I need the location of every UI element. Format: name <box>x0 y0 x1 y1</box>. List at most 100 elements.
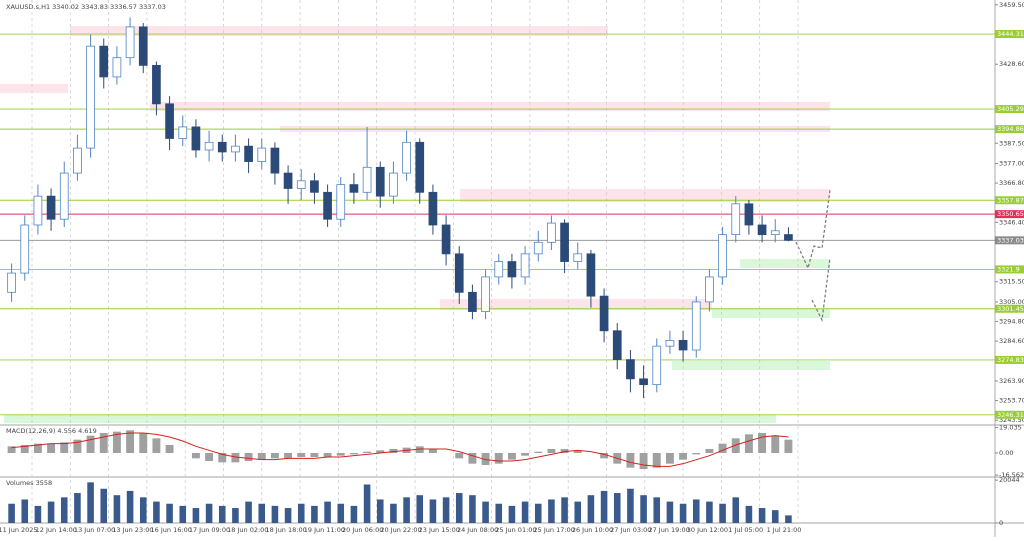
time-label: 11 Jun 2025 <box>0 526 38 534</box>
candle-body <box>20 224 30 274</box>
time-label: 24 Jun 08:00 <box>457 526 498 534</box>
time-label: 19 Jun 11:00 <box>304 526 345 534</box>
macd-bar <box>679 453 688 460</box>
macd-title: MACD(12,26,9) 4.556 4.619 <box>6 427 97 435</box>
macd-bar <box>218 453 227 463</box>
candle-body <box>138 26 148 66</box>
candle-body <box>112 57 122 78</box>
projection-arrow <box>811 257 831 323</box>
level-tag <box>995 410 1024 419</box>
macd-bar <box>573 450 582 453</box>
candle-body <box>626 359 635 380</box>
macd-bar <box>99 433 108 453</box>
y-tick-label: 3263.90 <box>999 377 1024 385</box>
candle-body <box>481 276 490 312</box>
macd-bar <box>297 453 306 457</box>
volume-bar <box>337 503 345 523</box>
volume-bar <box>47 501 55 523</box>
volume-tick-label: 20044 <box>999 476 1020 484</box>
y-tick-label: 3377.00 <box>999 159 1024 167</box>
volume-bar <box>508 505 516 523</box>
level-label: 3350.65 <box>997 210 1024 218</box>
supply-zone <box>440 299 712 310</box>
volume-bar <box>192 508 200 523</box>
candle-body <box>665 339 675 347</box>
candle-body <box>99 45 109 78</box>
candle-body <box>494 261 504 278</box>
demand-zone <box>740 259 830 268</box>
time-label: 26 Jun 10:00 <box>572 526 613 534</box>
candle-body <box>46 195 56 220</box>
macd-bar <box>20 445 29 453</box>
macd-bar <box>771 435 780 453</box>
macd-bar <box>665 453 674 464</box>
macd-bar <box>139 433 148 453</box>
candle-body <box>59 172 69 220</box>
macd-bar <box>112 431 121 453</box>
candle-body <box>691 301 701 351</box>
macd-bar <box>231 453 240 463</box>
y-tick-label: 3346.40 <box>999 218 1024 226</box>
candle-body <box>744 203 754 226</box>
volume-bar <box>771 510 779 523</box>
macd-bar <box>284 453 293 459</box>
time-label: 25 Jun 01:00 <box>495 526 536 534</box>
macd-bar <box>744 434 753 453</box>
volume-bar <box>376 499 384 523</box>
volume-bar <box>429 499 437 523</box>
volume-bar <box>113 495 121 523</box>
candle-body <box>705 276 714 303</box>
y-tick-label: 3315.50 <box>999 278 1024 286</box>
volume-bar <box>534 503 542 523</box>
volume-bar <box>640 495 647 523</box>
supply-zone <box>150 102 830 111</box>
macd-bar <box>731 438 740 453</box>
chart-header: XAUUSD.s,H1 3340.02 3343.83 3336.57 3337… <box>6 3 166 11</box>
level-label: 3394.86 <box>997 125 1024 133</box>
candle-body <box>678 339 688 351</box>
volume-bar <box>469 495 476 523</box>
macd-bar <box>152 438 161 453</box>
volume-bar <box>692 499 700 523</box>
y-tick-label: 3428.60 <box>999 60 1024 68</box>
volume-bar <box>350 505 358 523</box>
y-tick-label: 3243.50 <box>999 416 1024 424</box>
projection <box>795 189 831 323</box>
macd-bar <box>376 450 385 453</box>
time-label: 1 Jul 05:00 <box>728 526 763 534</box>
candle-body <box>612 330 622 361</box>
volume-bar <box>758 508 766 523</box>
volume-bar <box>548 499 555 523</box>
y-tick-label: 3366.80 <box>999 179 1024 187</box>
volume-bar <box>363 484 371 523</box>
macd-signal <box>11 432 789 467</box>
level-tag <box>995 210 1024 219</box>
candle-body <box>652 345 662 386</box>
macd-bar <box>652 453 661 468</box>
candle-body <box>718 234 727 278</box>
candle-body <box>231 145 240 153</box>
candle-body <box>520 253 530 278</box>
time-label: 16 Jun 16:00 <box>151 526 192 534</box>
level-label: 3337.03 <box>997 236 1024 244</box>
candle-body <box>270 147 280 174</box>
volume-bar <box>74 493 81 523</box>
supply-zone <box>0 84 68 93</box>
candle-body <box>560 222 569 262</box>
volume-bar <box>442 497 450 523</box>
projection-arrow <box>795 189 831 270</box>
level-tag <box>995 196 1024 205</box>
time-label: 25 Jun 17:00 <box>534 526 575 534</box>
time-label: 30 Jun 12:00 <box>687 526 728 534</box>
macd-bar <box>428 449 437 453</box>
macd-bar <box>692 453 701 455</box>
level-label: 3405.29 <box>997 105 1024 113</box>
macd-tick-label: 0.00 <box>999 449 1013 457</box>
macd-bar <box>639 453 648 469</box>
volume-bar <box>205 503 213 523</box>
volume-bar <box>666 501 674 523</box>
y-tick-label: 3305.00 <box>999 298 1024 306</box>
time-label: 1 Jul 21:00 <box>767 526 802 534</box>
candle-body <box>165 103 174 139</box>
